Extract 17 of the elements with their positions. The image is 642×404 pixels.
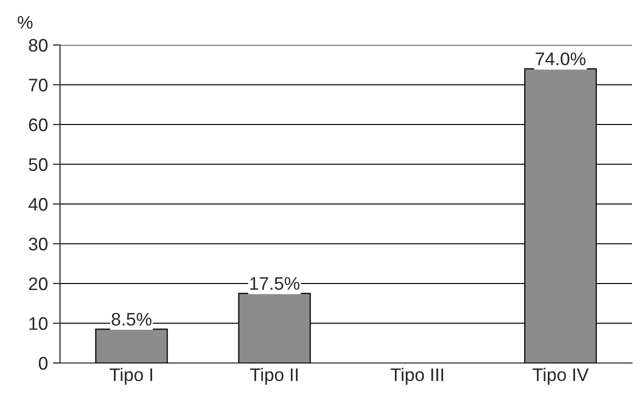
data-label: 17.5% bbox=[250, 277, 300, 290]
y-tick-label: 60 bbox=[29, 118, 48, 132]
y-tick-label: 50 bbox=[28, 158, 48, 171]
x-tick-label: Tipo I bbox=[110, 368, 152, 385]
y-tick-label: 20 bbox=[29, 277, 48, 290]
x-tick-label: Tipo IV bbox=[532, 368, 589, 385]
data-label: 74.0% bbox=[536, 52, 586, 66]
x-tick-label: Tipo III bbox=[390, 368, 444, 385]
y-tick-label: 40 bbox=[28, 198, 48, 211]
y-tick-label: 30 bbox=[28, 238, 48, 250]
y-tick-label: 80 bbox=[28, 38, 48, 52]
y-tick-label: 70 bbox=[29, 78, 48, 92]
y-tick-label: 10 bbox=[29, 317, 48, 330]
x-tick-label: Tipo II bbox=[250, 368, 298, 385]
y-tick-label: 0 bbox=[38, 356, 48, 370]
y-axis-title: % bbox=[18, 16, 33, 29]
data-label: 8.5% bbox=[112, 312, 152, 326]
